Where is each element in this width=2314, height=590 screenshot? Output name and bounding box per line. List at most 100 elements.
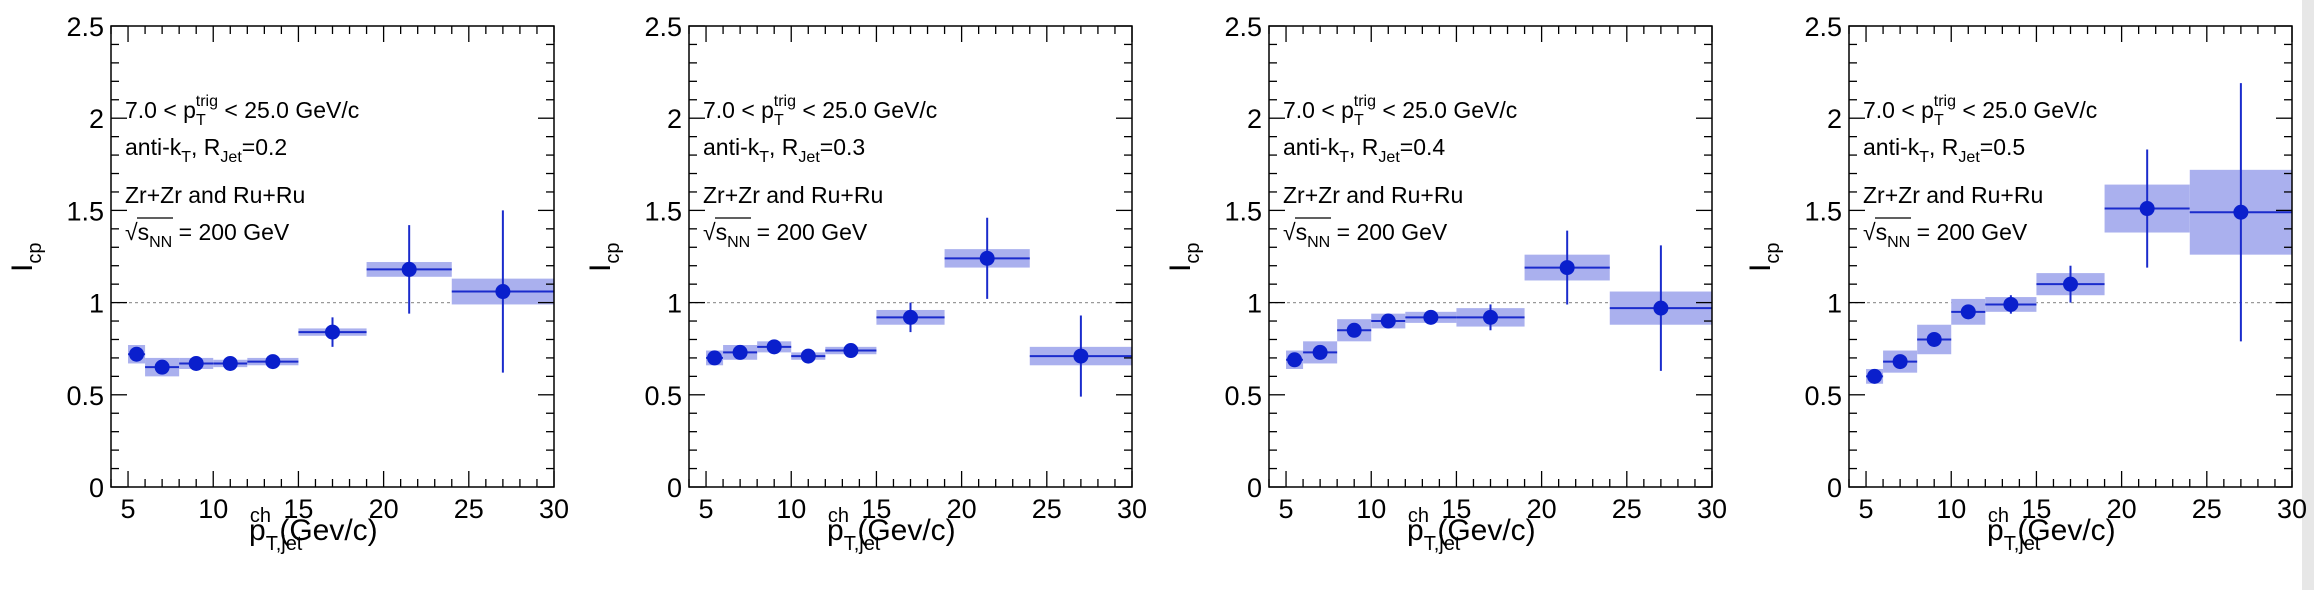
y-tick-label: 2: [1827, 104, 1842, 134]
data-point: [1926, 331, 1942, 347]
jet-text-a: anti-k: [1283, 134, 1340, 160]
x-tick-label: 25: [2192, 494, 2222, 524]
jet-text-c: =0.5: [1980, 134, 2025, 160]
energy-s: s: [716, 219, 728, 245]
y-tick-label: 0.5: [1804, 381, 1842, 411]
jet-sub-t: T: [759, 149, 769, 166]
trigger-sup: trig: [774, 93, 796, 110]
x-tick-label: 20: [2107, 494, 2137, 524]
trigger-annotation: 7.0 < pTtrig < 25.0 GeV/c: [703, 93, 937, 129]
x-axis-title-rest: (Gev/c): [271, 514, 378, 547]
energy-text: = 200 GeV: [172, 219, 290, 245]
trigger-sup: trig: [1934, 93, 1956, 110]
y-axis-title: Icp: [1744, 243, 1784, 272]
data-point: [1073, 348, 1089, 364]
x-tick-label: 10: [1356, 494, 1386, 524]
jet-text-b: , R: [1349, 134, 1378, 160]
y-axis-title-sub: cp: [1762, 243, 1784, 264]
x-tick-label: 30: [2277, 494, 2307, 524]
y-axis-title: Icp: [1164, 243, 1204, 272]
y-tick-label: 2: [667, 104, 682, 134]
trigger-text-a: 7.0 < p: [703, 97, 774, 123]
y-tick-label: 1.5: [644, 196, 682, 226]
trigger-sub: T: [196, 112, 206, 129]
y-axis-title: Icp: [6, 243, 46, 272]
x-tick-label: 10: [198, 494, 228, 524]
jet-text-b: , R: [1929, 134, 1958, 160]
y-axis-title-base: I: [6, 264, 39, 272]
trigger-sub: T: [1934, 112, 1944, 129]
data-point: [188, 355, 204, 371]
energy-sub: NN: [1887, 234, 1910, 251]
energy-annotation: √sNN = 200 GeV: [1283, 219, 1448, 251]
data-point: [732, 344, 748, 360]
data-point: [766, 339, 782, 355]
y-tick-label: 1.5: [66, 196, 104, 226]
energy-s: s: [1296, 219, 1308, 245]
system-annotation: Zr+Zr and Ru+Ru: [703, 182, 883, 208]
y-tick-label: 1: [89, 289, 104, 319]
data-point: [2139, 201, 2155, 217]
data-point: [2003, 296, 2019, 312]
y-tick-label: 0.5: [1224, 381, 1262, 411]
x-axis-title-sup: ch: [1408, 505, 1429, 527]
x-tick-label: 15: [861, 494, 891, 524]
data-point: [129, 346, 145, 362]
x-tick-label: 30: [1117, 494, 1147, 524]
y-tick-label: 0: [667, 473, 682, 503]
energy-annotation: √sNN = 200 GeV: [1863, 219, 2028, 251]
x-tick-label: 5: [121, 494, 136, 524]
x-axis-title-sup: ch: [250, 505, 271, 527]
trigger-text-a: 7.0 < p: [1283, 97, 1354, 123]
x-tick-label: 10: [776, 494, 806, 524]
data-point: [707, 350, 723, 366]
y-axis-title-base: I: [584, 264, 617, 272]
y-axis-title-base: I: [1164, 264, 1197, 272]
x-tick-label: 20: [369, 494, 399, 524]
trigger-annotation: 7.0 < pTtrig < 25.0 GeV/c: [125, 93, 359, 129]
energy-text: = 200 GeV: [1910, 219, 2028, 245]
x-tick-label: 20: [1527, 494, 1557, 524]
y-tick-label: 2: [1247, 104, 1262, 134]
x-tick-label: 20: [947, 494, 977, 524]
sqrt-sign: √: [1283, 219, 1296, 245]
jet-text-b: , R: [769, 134, 798, 160]
x-axis-title-sup: ch: [1988, 505, 2009, 527]
x-tick-label: 5: [699, 494, 714, 524]
x-axis-title-sub: T,jet: [844, 533, 881, 555]
jet-annotation: anti-kT, RJet=0.5: [1863, 134, 2025, 166]
jet-sub-jet: Jet: [1378, 149, 1400, 166]
x-axis-title-base: p: [1987, 514, 2004, 547]
jet-annotation: anti-kT, RJet=0.4: [1283, 134, 1445, 166]
trigger-text-b: < 25.0 GeV/c: [1376, 97, 1517, 123]
y-tick-label: 0.5: [644, 381, 682, 411]
jet-sub-jet: Jet: [1958, 149, 1980, 166]
trigger-sub: T: [1354, 112, 1364, 129]
energy-annotation: √sNN = 200 GeV: [125, 219, 290, 251]
data-point: [1960, 304, 1976, 320]
data-point: [1653, 300, 1669, 316]
jet-text-a: anti-k: [1863, 134, 1920, 160]
jet-text-a: anti-k: [703, 134, 760, 160]
jet-text-c: =0.4: [1400, 134, 1446, 160]
data-point: [325, 324, 340, 340]
chart-panel-1: 5 10 15 20 25 30 0 0.5 1 1.5 2 2.5 pT,jet ch (Gev/c) I…: [6, 12, 569, 555]
jet-sub-jet: Jet: [798, 149, 820, 166]
jet-text-c: =0.2: [242, 134, 287, 160]
trigger-sub: T: [774, 112, 784, 129]
y-axis-title-sub: cp: [602, 243, 624, 264]
plot-frame: [688, 25, 1133, 488]
trigger-annotation: 7.0 < pTtrig < 25.0 GeV/c: [1283, 93, 1517, 129]
x-tick-label: 25: [1612, 494, 1642, 524]
x-axis-title-sub: T,jet: [1424, 533, 1461, 555]
energy-sub: NN: [1307, 234, 1330, 251]
energy-s: s: [138, 219, 150, 245]
jet-sub-t: T: [1339, 149, 1349, 166]
y-tick-label: 1: [1827, 289, 1842, 319]
trigger-text-a: 7.0 < p: [125, 97, 196, 123]
x-tick-label: 30: [539, 494, 569, 524]
data-point: [154, 359, 170, 375]
sqrt-sign: √: [703, 219, 716, 245]
jet-annotation: anti-kT, RJet=0.3: [703, 134, 865, 166]
